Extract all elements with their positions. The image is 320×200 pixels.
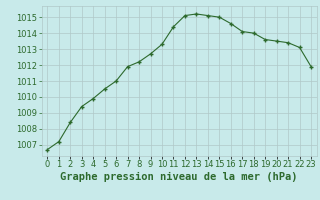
- X-axis label: Graphe pression niveau de la mer (hPa): Graphe pression niveau de la mer (hPa): [60, 172, 298, 182]
